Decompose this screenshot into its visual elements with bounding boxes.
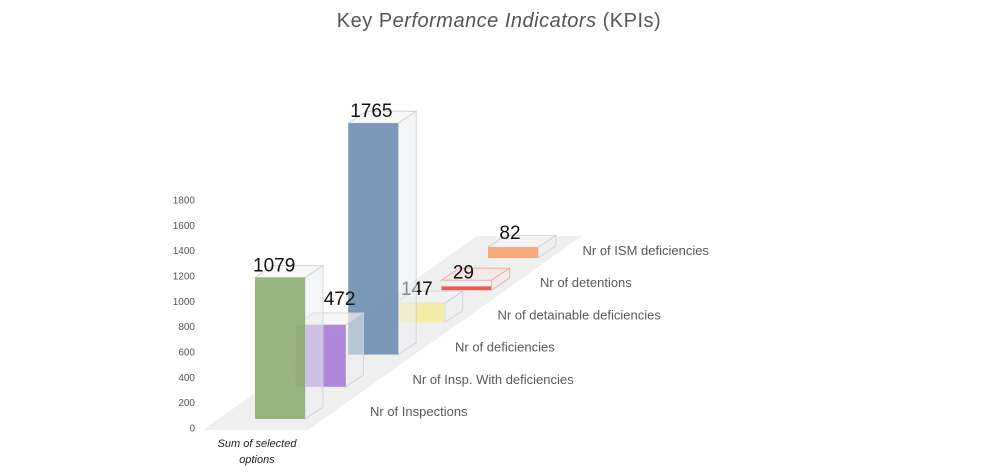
bar-side bbox=[490, 267, 510, 291]
data-label: 1765 bbox=[350, 101, 392, 122]
series-label: Nr of Inspections bbox=[370, 404, 468, 419]
bar-side bbox=[345, 312, 365, 388]
y-tick-label: 400 bbox=[178, 373, 195, 384]
data-label: 1079 bbox=[253, 256, 295, 277]
y-tick-label: 1600 bbox=[173, 221, 196, 232]
data-label: 82 bbox=[499, 223, 520, 244]
series-labels-group: Nr of ISM deficiencies Nr of detentions Nr… bbox=[370, 243, 709, 419]
bar-group: 82 bbox=[486, 223, 558, 259]
bar-group: 29 bbox=[440, 262, 511, 291]
bar-group: 1079 bbox=[253, 256, 325, 420]
y-tick-label: 800 bbox=[178, 322, 195, 333]
chart-title-part2: erformance Indicators bbox=[392, 10, 597, 32]
y-tick-label: 0 bbox=[189, 424, 195, 435]
x-category-label: Sum of selected options bbox=[217, 438, 297, 466]
y-tick-label: 200 bbox=[178, 398, 195, 409]
series-label: Nr of detainable deficiencies bbox=[498, 307, 662, 322]
series-label: Nr of ISM deficiencies bbox=[583, 243, 710, 258]
y-tick-label: 1000 bbox=[173, 297, 196, 308]
y-tick-label: 1800 bbox=[173, 196, 196, 207]
chart-title-part1: Key P bbox=[336, 10, 393, 32]
chart-title: Key Performance Indicators (KPIs) bbox=[0, 10, 998, 33]
bar-side bbox=[397, 110, 417, 356]
bar-side bbox=[304, 264, 324, 420]
chart-title-part3: (KPIs) bbox=[596, 10, 662, 32]
bar-nr-of-inspections bbox=[255, 277, 305, 419]
y-tick-label: 600 bbox=[178, 348, 195, 359]
bar-nr-of-ism-deficiencies bbox=[488, 247, 538, 258]
series-label: Nr of deficiencies bbox=[455, 340, 555, 355]
y-tick-label: 1200 bbox=[173, 272, 196, 283]
data-label: 472 bbox=[324, 289, 356, 310]
y-tick-label: 1400 bbox=[173, 246, 196, 257]
bar-nr-of-detentions bbox=[441, 286, 492, 291]
y-axis: 0 200 400 600 800 1000 1200 1400 1600 1800 bbox=[173, 196, 196, 435]
series-label: Nr of Insp. With deficiencies bbox=[413, 372, 575, 387]
data-label: 29 bbox=[453, 262, 474, 283]
series-label: Nr of detentions bbox=[540, 275, 632, 290]
